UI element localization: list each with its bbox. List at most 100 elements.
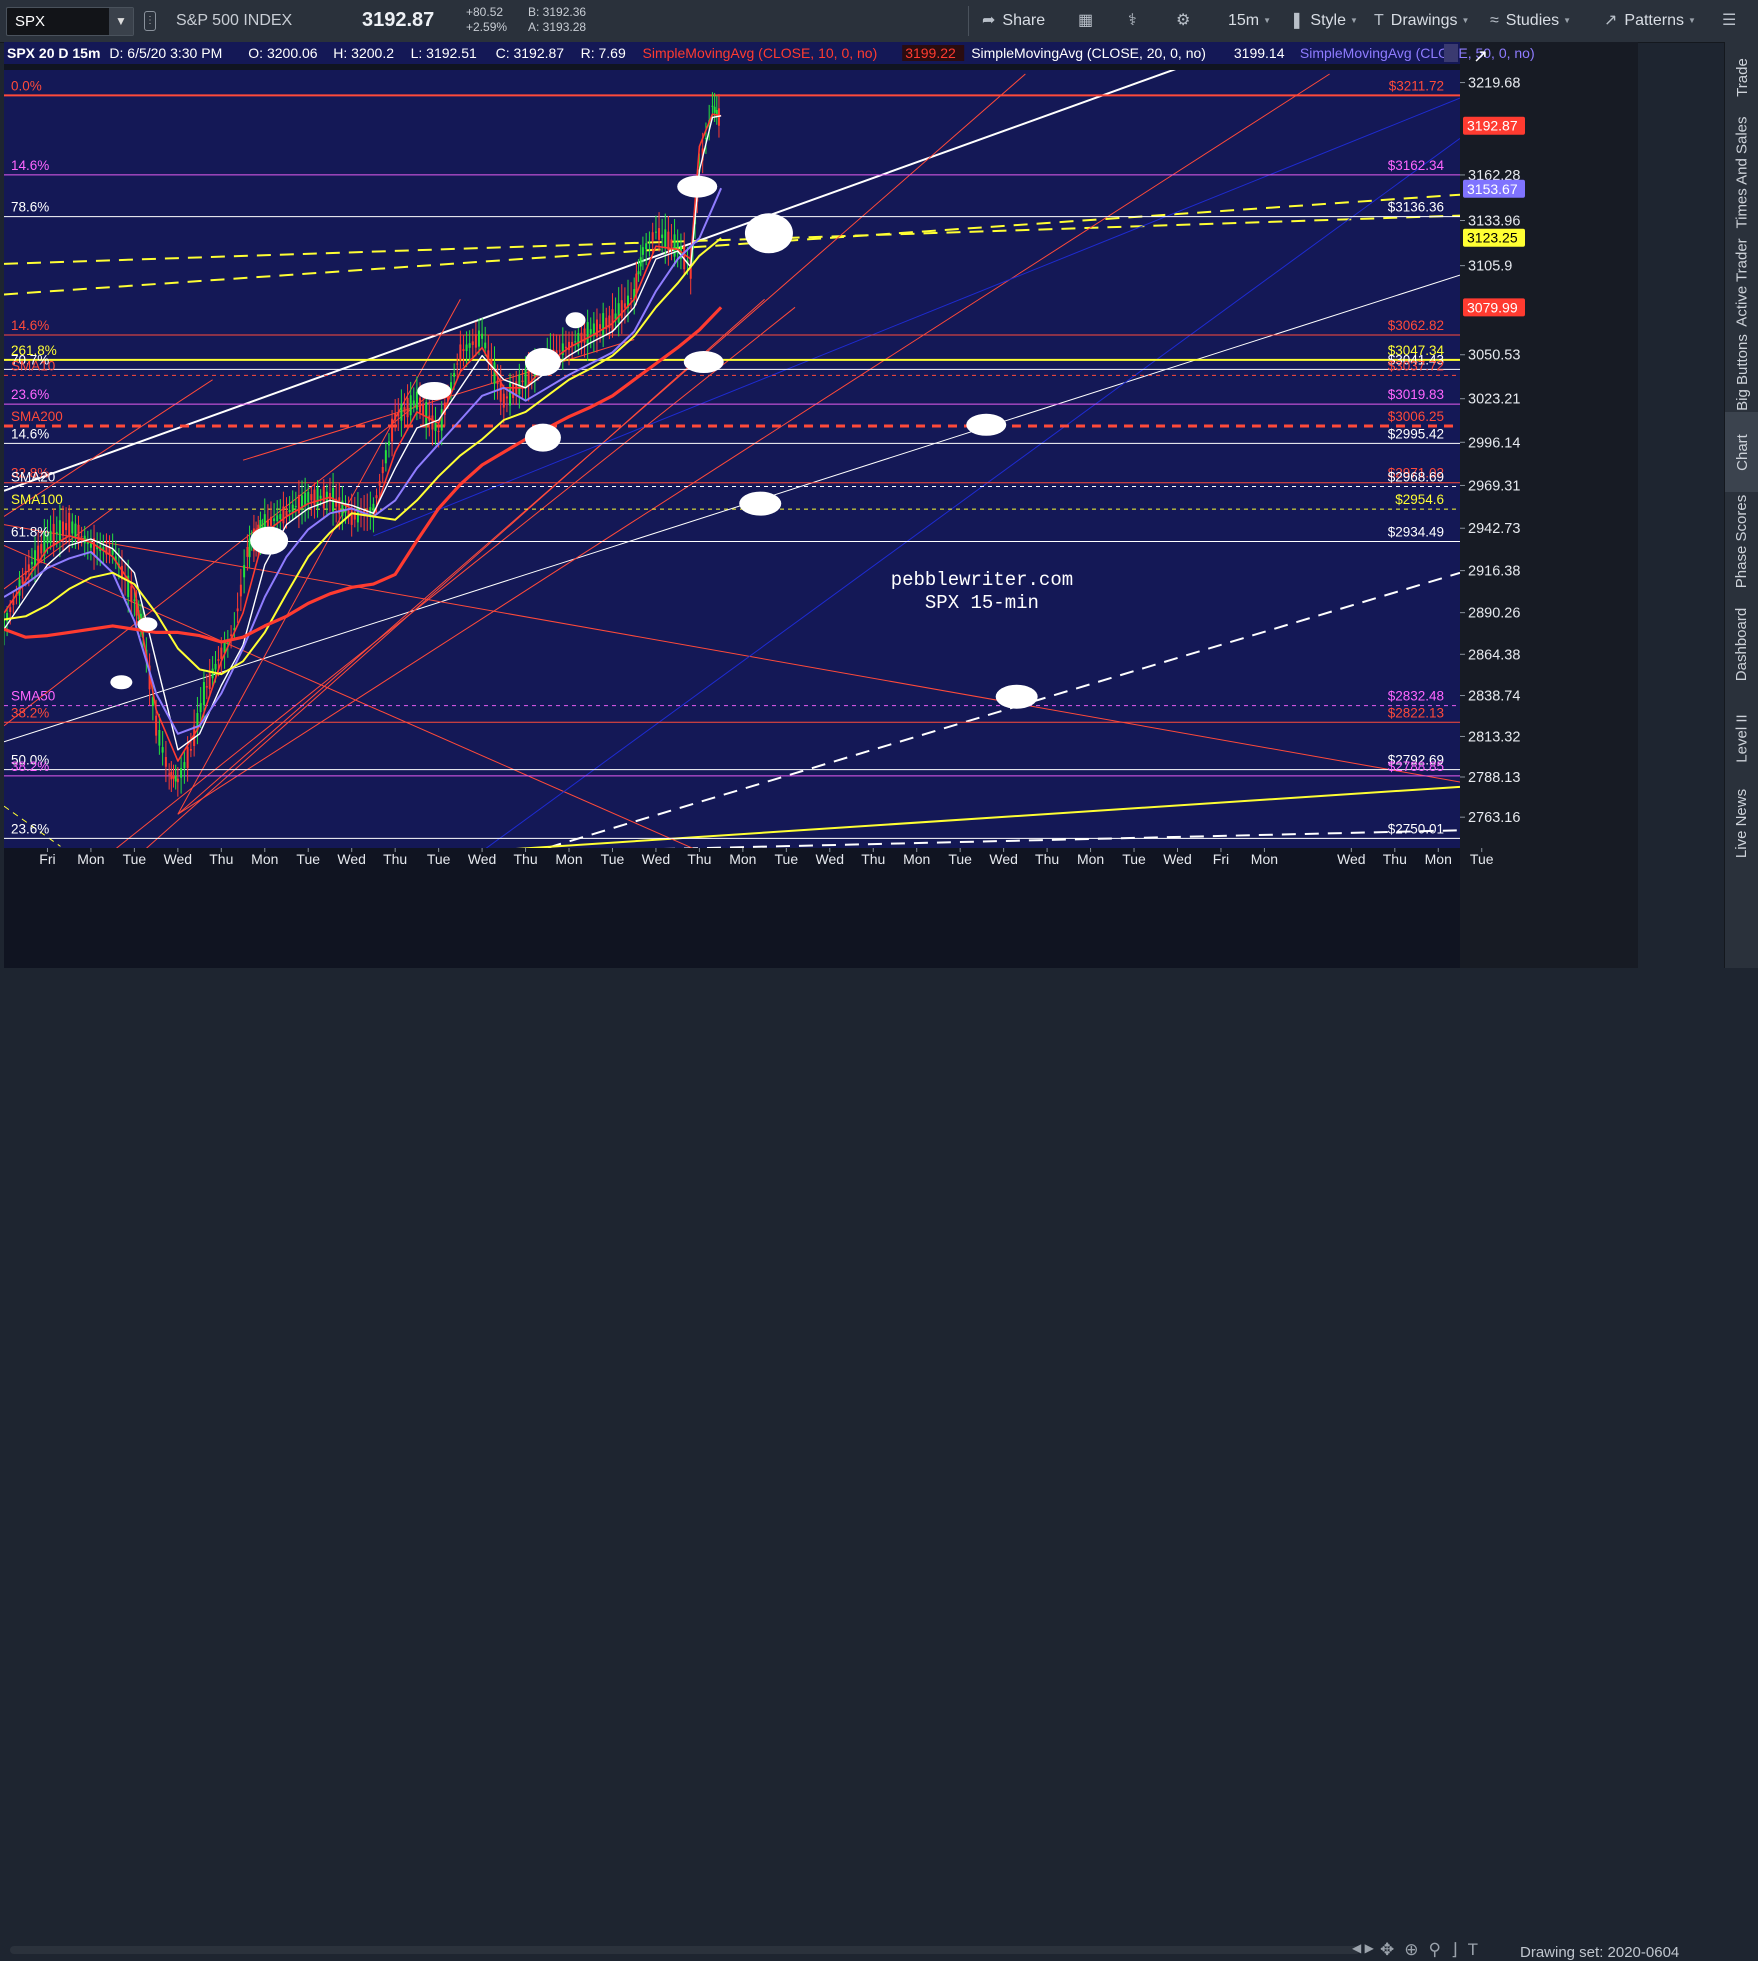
- marker-ellipse: [966, 413, 1007, 436]
- chevron-down-icon[interactable]: ▼: [109, 8, 133, 35]
- sidebar-tab-live-news[interactable]: Live News: [1725, 778, 1758, 868]
- last-price: 3192.87: [362, 9, 435, 31]
- link-icon[interactable]: ⋮: [144, 11, 156, 31]
- candle-body: [21, 576, 24, 584]
- zoom-icon[interactable]: ⚲: [1428, 1940, 1451, 1959]
- share-button[interactable]: ➦ Share: [982, 8, 1045, 34]
- candle-body: [595, 319, 598, 337]
- candle-body: [670, 239, 673, 247]
- candle-body: [205, 686, 208, 688]
- scroll-arrows[interactable]: ◀ ▶: [1352, 1941, 1374, 1955]
- candle-body: [713, 106, 716, 113]
- candle-body: [450, 382, 453, 391]
- price-chart[interactable]: SPX 20 D 15m D: 6/5/20 3:30 PM O: 3200.06 H…: [4, 42, 1638, 968]
- sidebar-tab-active-trader[interactable]: Active Trader: [1725, 232, 1758, 332]
- candle-body: [577, 332, 580, 347]
- level-label-left: 14.6%: [11, 426, 49, 441]
- trendline: [4, 508, 113, 590]
- level-label-right: $2750.01: [1388, 821, 1444, 836]
- candle-body: [108, 547, 111, 555]
- candle-body: [602, 313, 605, 337]
- candle-body: [176, 778, 179, 783]
- sidebar-tab-trade[interactable]: Trade: [1725, 42, 1758, 112]
- candle-body: [65, 523, 68, 531]
- chart-tools[interactable]: ✥⊕⚲⌋T: [1380, 1940, 1488, 1960]
- timeframe-button[interactable]: 15m ▼: [1228, 8, 1271, 34]
- trendline: [543, 571, 1460, 848]
- drawings-button[interactable]: T Drawings ▼: [1374, 8, 1469, 34]
- candle-body: [307, 491, 310, 503]
- level-label-right: $2954.6: [1395, 492, 1444, 507]
- candle-body: [664, 229, 667, 248]
- candle-body: [220, 647, 223, 659]
- candle-body: [645, 243, 648, 250]
- sidebar-tab-chart[interactable]: Chart: [1725, 412, 1758, 492]
- price-badge: [1463, 179, 1525, 198]
- candle-body: [419, 397, 421, 413]
- drag-icon[interactable]: ✥: [1380, 1940, 1405, 1959]
- horizontal-scrollbar[interactable]: [10, 1946, 1360, 1954]
- symbol-selector[interactable]: SPX ▼: [6, 7, 134, 36]
- sidebar-tab-level-ii[interactable]: Level II: [1725, 698, 1758, 778]
- trendline: [145, 298, 765, 848]
- text-icon[interactable]: T: [1467, 1940, 1488, 1959]
- bracket-icon[interactable]: ⌋: [1450, 1940, 1468, 1959]
- trendline: [4, 387, 439, 727]
- sidebar-tab-phase-scores[interactable]: Phase Scores: [1725, 492, 1758, 590]
- trendline: [485, 137, 1460, 848]
- change-percent: +2.59%: [466, 20, 508, 34]
- x-tick-label: Tue: [1122, 851, 1146, 867]
- candle-body: [168, 773, 171, 775]
- lab-button[interactable]: ⚕: [1128, 8, 1144, 34]
- crosshair-icon[interactable]: ⊕: [1404, 1940, 1429, 1959]
- candle-body: [654, 231, 657, 233]
- level-label-left: 61.8%: [11, 524, 49, 539]
- sidebar-tab-label: Big Buttons: [1733, 333, 1751, 411]
- snapshot-button[interactable]: ▦: [1078, 8, 1100, 34]
- candle-body: [555, 350, 558, 355]
- right-sidebar: Trade Times And Sales Active Trader Big But…: [1724, 42, 1758, 968]
- studies-button[interactable]: ≈ Studies ▼: [1490, 8, 1571, 34]
- series-line-sma10: [4, 113, 722, 762]
- marker-ellipse: [565, 312, 586, 329]
- candle-body: [248, 538, 251, 558]
- candle-body: [246, 546, 249, 557]
- level-label-left: 78.6%: [11, 200, 49, 215]
- drawing-set: Drawing set: 2020-0604: [1520, 1944, 1680, 1961]
- candle-body: [493, 362, 496, 384]
- candle-body: [34, 550, 37, 567]
- style-button[interactable]: ❚ Style ▼: [1290, 8, 1358, 34]
- level-label-right: $3019.83: [1388, 387, 1444, 402]
- settings-button[interactable]: ⚙: [1176, 8, 1197, 34]
- candle-body: [673, 234, 676, 257]
- level-label-left: SMA20: [11, 469, 55, 484]
- sidebar-tab-label: Live News: [1733, 788, 1751, 858]
- trendline: [177, 299, 461, 815]
- text-tool-icon: T: [1374, 12, 1384, 30]
- y-tick-label: 2763.16: [1468, 810, 1520, 826]
- candle-body: [186, 746, 189, 769]
- menu-icon: ☰: [1722, 12, 1737, 29]
- x-tick-label: Thu: [209, 851, 233, 867]
- patterns-button[interactable]: ↗ Patterns ▼: [1604, 8, 1696, 34]
- sidebar-tab-big-buttons[interactable]: Big Buttons: [1725, 332, 1758, 412]
- candle-body: [564, 346, 567, 349]
- candle-body: [635, 273, 638, 294]
- sidebar-tab-times-and-sales[interactable]: Times And Sales: [1725, 112, 1758, 232]
- marker-ellipse: [137, 617, 158, 632]
- menu-button[interactable]: ☰: [1722, 8, 1743, 34]
- x-tick-label: Mon: [903, 851, 930, 867]
- y-tick-label: 2890.26: [1468, 606, 1520, 622]
- trendline: [4, 214, 1460, 265]
- marker-ellipse: [417, 382, 452, 401]
- candle-body: [484, 342, 487, 349]
- x-tick-label: Wed: [816, 851, 845, 867]
- candle-body: [338, 497, 341, 514]
- candle-body: [223, 641, 226, 653]
- price-badge: [1463, 116, 1525, 135]
- sidebar-tab-label: Times And Sales: [1733, 116, 1751, 228]
- level-label-right: $3006.25: [1388, 409, 1444, 424]
- candle-body: [704, 138, 707, 140]
- candle-body: [288, 510, 291, 512]
- sidebar-tab-dashboard[interactable]: Dashboard: [1725, 590, 1758, 698]
